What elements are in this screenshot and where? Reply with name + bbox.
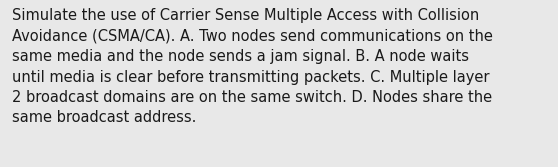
Text: Simulate the use of Carrier Sense Multiple Access with Collision
Avoidance (CSMA: Simulate the use of Carrier Sense Multip…: [12, 8, 493, 125]
